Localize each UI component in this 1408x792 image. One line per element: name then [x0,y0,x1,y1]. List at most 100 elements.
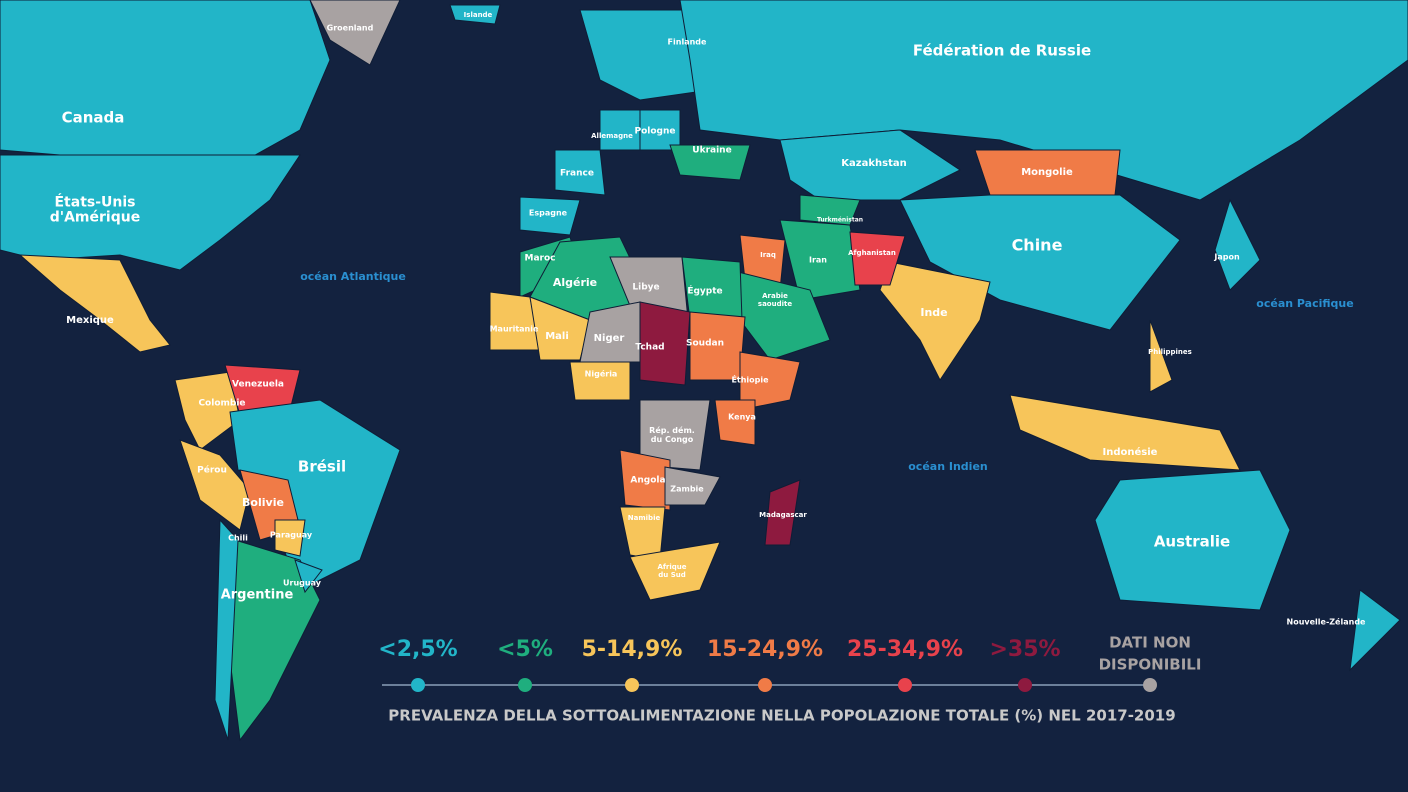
country [799,194,861,226]
country-label: Namibie [628,514,661,522]
legend-dot [518,678,532,692]
country-label: Philippines [1148,348,1192,356]
ocean-label: océan Atlantique [300,270,406,283]
country-label: Rép. dém. [649,425,695,435]
legend: PREVALENZA DELLA SOTTOALIMENTAZIONE NELL… [378,634,1201,725]
country [764,479,801,546]
country-label: Groenland [327,24,374,33]
country [639,301,691,386]
country [1009,394,1241,471]
country [714,399,756,446]
country-label: États-Unis [54,193,135,210]
country [569,361,631,401]
ocean-label: océan Pacifique [1256,297,1353,310]
country [779,219,861,301]
country [309,0,401,66]
country [664,466,721,506]
country [519,196,581,236]
country [1214,198,1261,291]
country [849,231,906,286]
country-label: Chine [1012,236,1063,255]
legend-dot [1143,678,1157,692]
country-label: Mali [545,331,569,342]
country [679,0,1408,201]
country-label: Inde [920,306,947,319]
country-label: Bolivie [242,496,284,509]
country-label: Mongolie [1021,167,1073,178]
country-label: Niger [594,333,625,344]
country-label: Zambie [670,485,704,494]
country-label: Colombie [198,399,245,409]
country [214,518,239,741]
country [629,541,721,601]
country-label: Espagne [529,209,568,218]
legend-title: PREVALENZA DELLA SOTTOALIMENTAZIONE NELL… [388,707,1175,725]
country [179,439,251,531]
country [1349,589,1401,672]
legend-dot [758,678,772,692]
country-label: Allemagne [591,132,633,140]
legend-dot [625,678,639,692]
country-label: Japon [1213,253,1240,262]
country-label: Indonésie [1103,446,1158,458]
country [1094,469,1291,611]
country-label: Angola [630,476,665,486]
country-label: Libye [632,283,659,293]
country [0,0,331,159]
country-label: Islande [464,11,493,19]
country-label: Nouvelle-Zélande [1287,617,1367,627]
country-label: saoudite [758,300,792,308]
legend-label: 15-24,9% [707,637,823,662]
country [619,449,671,511]
country-label: du Sud [658,571,685,579]
country-label: Finlande [668,38,707,47]
country [294,559,323,594]
country [879,261,991,381]
legend-label: DATI NON [1109,634,1191,652]
ocean-label: océan Indien [908,460,987,473]
country-label: Iraq [760,251,776,259]
country [639,399,711,471]
country-label: Canada [62,109,125,127]
country-label: Maroc [525,254,556,264]
country-label: Fédération de Russie [913,42,1091,60]
legend-label: 25-34,9% [847,637,963,662]
country [449,4,501,25]
country-label: Venezuela [232,380,284,390]
country-label: d'Amérique [50,210,140,226]
country-label: Australie [1154,533,1230,551]
country [0,154,301,271]
country-label: Iran [809,256,827,265]
country-label: du Congo [651,435,694,444]
country-label: Algérie [553,276,597,289]
country [579,9,711,101]
country-label: Éthiopie [731,374,769,385]
country-label: Uruguay [283,579,322,588]
legend-label: <2,5% [378,637,457,662]
country-label: Pérou [197,465,227,476]
country-label: Arabie [762,292,788,300]
country-label: Tchad [635,343,664,353]
country [274,519,306,557]
country [1149,319,1173,393]
legend-label: DISPONIBILI [1099,656,1202,674]
country-label: Paraguay [270,531,313,540]
country-label: Turkménistan [817,217,863,224]
country [174,371,241,451]
country-label: Mauritanie [490,325,539,334]
country-label: Madagascar [759,511,807,519]
country [669,144,751,181]
country [739,351,801,411]
legend-dot [411,678,425,692]
country-label: Pologne [634,127,675,137]
country-label: Nigéria [585,369,618,379]
legend-label: >35% [989,637,1060,662]
country-label: Soudan [686,339,724,349]
country-label: Brésil [298,458,346,476]
country-label: France [560,169,594,179]
country-label: Afrique [657,563,686,571]
country-label: Ukraine [692,146,731,156]
country-label: Argentine [221,588,294,603]
